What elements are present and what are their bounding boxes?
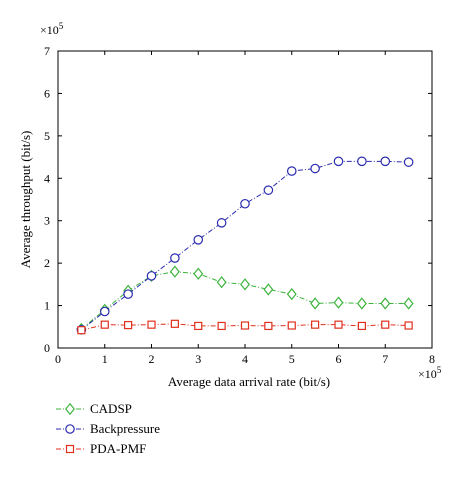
- data-point: [403, 157, 414, 167]
- x-tick-label: 6: [336, 352, 342, 366]
- x-tick-label: 3: [195, 352, 201, 366]
- data-point: [381, 320, 390, 329]
- legend-label: Backpressure: [90, 421, 160, 436]
- axes: 0 1 2 3 4 5 6 7 8 0 1 2 3 4 5 6 7 ×105 ×105: [40, 21, 442, 381]
- data-point: [193, 235, 204, 245]
- series-line: [81, 160, 409, 331]
- data-point: [403, 297, 414, 310]
- x-tick-label: 2: [149, 352, 155, 366]
- y-tick-label: 3: [44, 214, 50, 228]
- y-tick-label: 4: [44, 171, 50, 185]
- data-point: [240, 198, 250, 209]
- data-point: [333, 156, 344, 167]
- data-point: [99, 306, 110, 317]
- legend-label: CADSP: [90, 401, 132, 416]
- data-point: [263, 283, 274, 296]
- legend-item: CADSP: [56, 401, 132, 416]
- x-tick-label: 1: [102, 352, 108, 366]
- data-point: [170, 319, 179, 328]
- data-point: [287, 321, 296, 330]
- x-axis-multiplier: ×105: [418, 365, 442, 381]
- data-point: [169, 265, 180, 278]
- data-point: [380, 156, 391, 167]
- data-point: [310, 163, 320, 174]
- data-point: [310, 297, 321, 310]
- data-point: [333, 296, 344, 309]
- data-point: [77, 326, 86, 335]
- data-point: [286, 287, 297, 301]
- data-point: [264, 321, 273, 331]
- legend: CADSP Backpressure PDA-PMF: [56, 401, 160, 456]
- data-point: [240, 278, 250, 291]
- y-tick-label: 6: [44, 86, 50, 100]
- y-axis-label: Average throughput (bit/s): [18, 131, 33, 269]
- legend-item: Backpressure: [56, 421, 160, 436]
- legend-marker: [65, 444, 75, 454]
- data-point: [263, 185, 274, 195]
- data-point: [147, 320, 156, 329]
- legend-label: PDA-PMF: [90, 441, 146, 456]
- data-point: [100, 320, 109, 329]
- data-point: [334, 320, 343, 329]
- data-point: [286, 166, 297, 176]
- data-point: [380, 297, 391, 310]
- data-point: [216, 276, 227, 289]
- series-layer: [76, 156, 414, 336]
- data-point: [170, 253, 180, 263]
- data-point: [357, 156, 367, 167]
- y-tick-label: 5: [44, 129, 50, 143]
- data-point: [356, 297, 367, 310]
- series-backpressure: [76, 156, 414, 335]
- x-tick-label: 4: [242, 352, 248, 366]
- data-point: [193, 267, 204, 280]
- x-tick-label: 7: [382, 352, 388, 366]
- y-tick-label: 0: [44, 341, 50, 355]
- x-tick-label: 5: [289, 352, 295, 366]
- y-tick-label: 2: [44, 256, 50, 270]
- data-point: [240, 321, 250, 330]
- data-point: [194, 321, 203, 331]
- data-point: [216, 218, 227, 228]
- y-axis-multiplier: ×105: [40, 21, 64, 37]
- legend-marker: [65, 424, 75, 434]
- data-point: [311, 320, 320, 329]
- y-tick-label: 1: [44, 299, 50, 313]
- x-tick-label: 8: [429, 352, 435, 366]
- series-pda-pmf: [77, 319, 413, 335]
- data-point: [404, 321, 413, 330]
- data-point: [146, 271, 157, 281]
- data-point: [123, 289, 133, 299]
- x-axis-label: Average data arrival rate (bit/s): [168, 374, 330, 389]
- data-point: [124, 320, 133, 330]
- y-tick-label: 7: [44, 44, 50, 58]
- data-point: [357, 321, 366, 331]
- x-tick-label: 0: [55, 352, 61, 366]
- data-point: [217, 321, 226, 331]
- legend-marker: [65, 402, 75, 416]
- legend-item: PDA-PMF: [56, 441, 146, 456]
